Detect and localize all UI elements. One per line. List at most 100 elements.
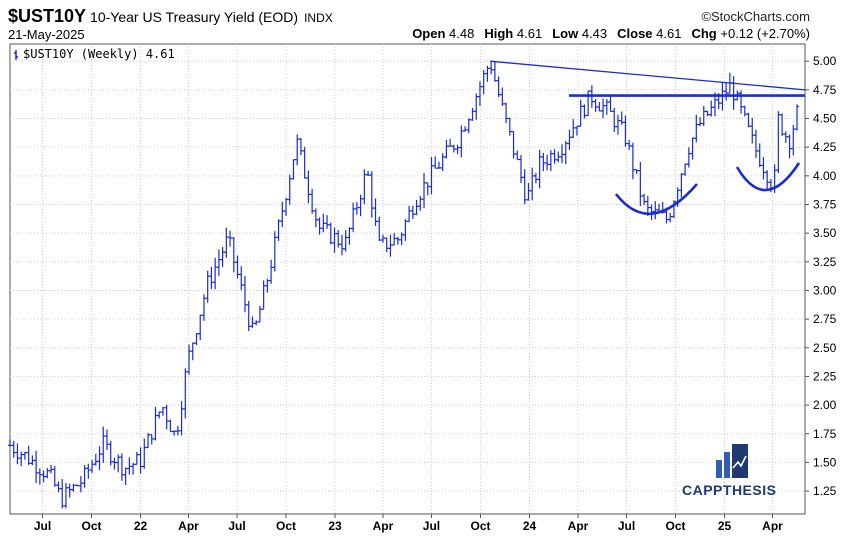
price-bar	[265, 278, 270, 293]
price-bar	[56, 481, 61, 493]
y-tick-label: 4.25	[813, 140, 837, 154]
price-bar	[194, 333, 199, 346]
price-bar	[410, 205, 415, 219]
price-bar	[571, 119, 576, 139]
price-bar	[701, 105, 706, 127]
price-bar	[753, 129, 758, 158]
price-bar	[444, 140, 449, 159]
chg-value: +0.12 (+2.70%)	[720, 26, 810, 41]
price-bar	[485, 65, 490, 82]
price-bar	[239, 266, 244, 291]
price-bar	[175, 425, 180, 436]
price-bar	[515, 150, 520, 161]
price-bar	[593, 98, 598, 112]
y-tick-label: 1.25	[813, 484, 837, 498]
y-tick-label: 3.50	[813, 226, 837, 240]
price-bar	[776, 111, 781, 174]
price-bar	[556, 151, 561, 163]
price-bar	[612, 107, 617, 132]
price-bar	[761, 157, 766, 180]
price-bar	[403, 219, 408, 241]
x-tick-label: Apr	[568, 519, 589, 533]
price-bar	[351, 202, 356, 232]
price-bar	[71, 483, 76, 492]
price-bar	[623, 115, 628, 147]
price-bar	[422, 172, 427, 209]
price-bar	[201, 294, 206, 321]
price-bar	[257, 305, 262, 323]
price-bar	[690, 137, 695, 160]
price-bar	[470, 107, 475, 121]
price-bar	[552, 149, 557, 164]
price-bar	[213, 257, 218, 290]
price-bar	[224, 227, 229, 258]
y-tick-label: 2.75	[813, 312, 837, 326]
price-bar	[668, 212, 673, 223]
price-bar	[254, 320, 259, 326]
price-bar	[742, 105, 747, 117]
y-tick-label: 1.50	[813, 455, 837, 469]
price-bar	[780, 113, 785, 136]
x-tick-label: 25	[718, 519, 732, 533]
price-bar	[451, 144, 456, 153]
price-bar	[112, 457, 117, 470]
price-bar	[119, 453, 124, 481]
y-tick-label: 2.00	[813, 398, 837, 412]
price-bar	[671, 200, 676, 219]
price-bar	[362, 169, 367, 205]
price-bar	[739, 90, 744, 114]
price-bar	[474, 93, 479, 120]
price-bar	[518, 154, 523, 184]
price-bar	[500, 87, 505, 106]
date-label: 21-May-2025	[8, 27, 85, 42]
price-bar	[90, 459, 95, 473]
price-bar	[22, 451, 27, 460]
price-bar	[459, 125, 464, 158]
price-bar	[313, 208, 318, 228]
price-bar	[477, 81, 482, 106]
x-tick-label: Oct	[470, 519, 490, 533]
price-bar	[336, 229, 341, 248]
price-bar	[436, 161, 441, 169]
price-bar	[414, 199, 419, 216]
y-tick-label: 3.75	[813, 197, 837, 211]
price-bar	[153, 406, 158, 441]
price-bar	[399, 232, 404, 246]
price-bar	[183, 368, 188, 419]
price-bar	[724, 82, 729, 101]
y-tick-label: 3.00	[813, 283, 837, 297]
price-bar	[198, 314, 203, 340]
price-bar	[19, 451, 24, 467]
price-bar	[653, 201, 658, 220]
price-bar	[261, 280, 266, 310]
price-bar	[295, 134, 300, 166]
price-bar	[168, 419, 173, 433]
plot-area	[9, 43, 806, 515]
price-bar	[425, 182, 430, 196]
price-bar	[705, 110, 710, 116]
price-bar	[634, 169, 639, 174]
price-bar	[791, 124, 796, 156]
y-tick-label: 5.00	[813, 54, 837, 68]
price-bar	[298, 138, 303, 156]
capp-thesis-logo: CAPPTHESIS	[682, 444, 776, 498]
price-bar	[269, 259, 274, 284]
price-bar	[216, 249, 221, 277]
high-value: 4.61	[516, 26, 543, 41]
price-bar	[694, 114, 699, 143]
y-tick-label: 4.00	[813, 169, 837, 183]
price-bar	[492, 60, 497, 82]
price-bar	[388, 234, 393, 257]
y-axis: 1.25 1.50 1.75 2.00 2.25 2.50 2.75 3.00 3.25 3.50…	[805, 54, 837, 498]
price-bar	[104, 429, 109, 451]
price-bar	[533, 172, 538, 184]
price-bar	[354, 201, 359, 215]
price-bar	[347, 227, 352, 245]
price-bar	[138, 447, 143, 474]
price-bar	[160, 407, 165, 416]
y-tick-label: 3.25	[813, 255, 837, 269]
price-bar	[75, 484, 80, 487]
price-bar	[358, 194, 363, 217]
price-bar	[82, 465, 87, 488]
